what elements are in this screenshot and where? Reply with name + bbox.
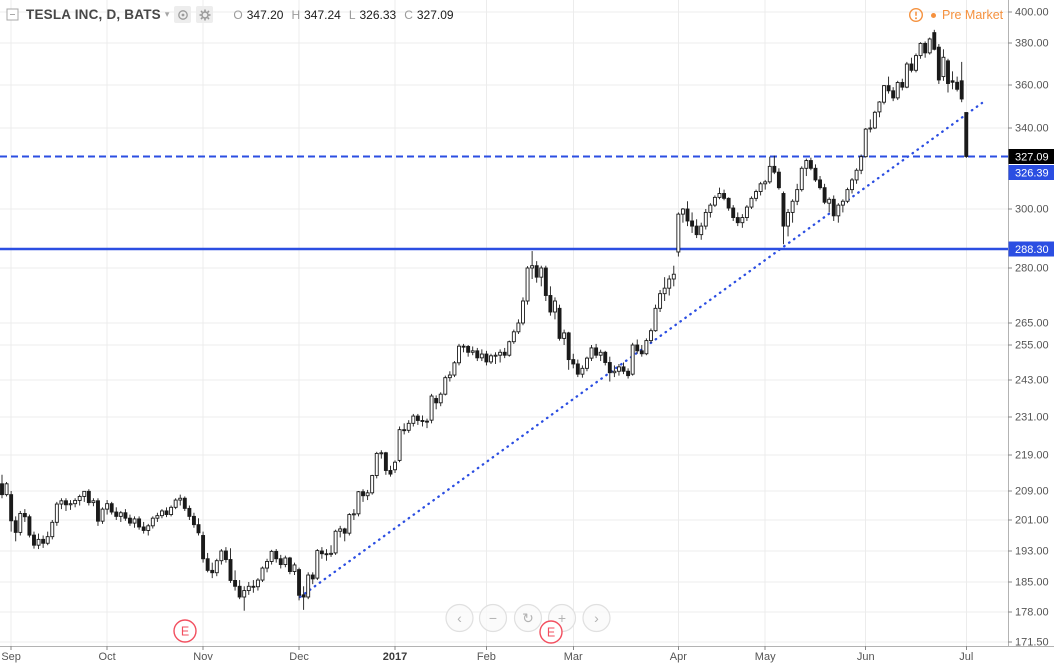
high-label: H [291, 7, 301, 22]
time-tick-label: May [755, 651, 776, 663]
time-tick-label: Jul [959, 651, 973, 663]
svg-text:↻: ↻ [522, 610, 534, 626]
price-tick-label: 209.00 [1015, 486, 1049, 498]
svg-text:‹: ‹ [457, 610, 462, 626]
candles [0, 29, 969, 611]
chart-header: TESLA INC, D, BATS ▾ O 347.20 H 347.24 L 32… [6, 6, 454, 23]
price-tick-label: 255.00 [1015, 340, 1049, 352]
price-tick-label: 380.00 [1015, 38, 1049, 50]
time-tick-label: Jun [857, 651, 875, 663]
premarket-label: Pre Market [942, 8, 1004, 22]
low-value: 326.33 [359, 7, 397, 22]
alert-price-badge: 327.09 [1008, 149, 1054, 164]
zoom-out-button[interactable]: − [478, 603, 508, 633]
time-tick-label: Oct [99, 651, 116, 663]
gear-icon [199, 9, 211, 20]
price-tick-label: 280.00 [1015, 263, 1049, 275]
price-tick-label: 171.50 [1015, 637, 1049, 649]
open-label: O [233, 7, 243, 22]
price-tick-label: 178.00 [1015, 607, 1049, 619]
time-tick-label: Sep [1, 651, 21, 663]
last-price-badge: 326.39 [1008, 165, 1054, 180]
svg-text:326.39: 326.39 [1015, 168, 1049, 180]
svg-text:−: − [489, 610, 497, 626]
price-tick-label: 219.00 [1015, 450, 1049, 462]
price-tick-label: 300.00 [1015, 204, 1049, 216]
price-tick-label: 201.00 [1015, 515, 1049, 527]
scroll-right-button[interactable]: › [582, 603, 611, 633]
trendline[interactable] [298, 101, 984, 599]
close-label: C [404, 7, 413, 22]
high-value: 347.24 [304, 7, 341, 22]
eye-icon [178, 9, 188, 20]
earnings-marker[interactable]: E [173, 619, 197, 643]
svg-text:327.09: 327.09 [1015, 152, 1049, 164]
price-tick-label: 193.00 [1015, 546, 1049, 558]
support-price-badge: 288.30 [1008, 241, 1054, 257]
price-tick-label: 185.00 [1015, 577, 1049, 589]
time-tick-label: Nov [193, 651, 213, 663]
time-tick-label: Mar [564, 651, 583, 663]
settings-button[interactable] [196, 6, 214, 23]
collapse-pane-icon[interactable] [6, 8, 19, 21]
price-tick-label: 340.00 [1015, 123, 1049, 135]
time-axis[interactable]: Sep Oct Nov Dec 2017 Feb Mar Apr May Jun Jul [1, 646, 973, 663]
premarket-dot-icon [931, 12, 936, 18]
ohlc-readout: O 347.20 H 347.24 L 326.33 C 327.09 [225, 8, 453, 22]
visibility-toggle-button[interactable] [174, 6, 192, 23]
price-tick-label: 243.00 [1015, 375, 1049, 387]
price-tick-label: 231.00 [1015, 412, 1049, 424]
price-tick-label: 400.00 [1015, 7, 1049, 19]
alert-icon [908, 7, 924, 23]
price-tick-label: 265.00 [1015, 318, 1049, 330]
time-tick-label: Dec [289, 651, 309, 663]
reset-chart-button[interactable]: ↻ [513, 603, 543, 633]
svg-text:E: E [181, 625, 189, 639]
svg-text:E: E [547, 626, 555, 640]
svg-text:288.30: 288.30 [1015, 244, 1049, 256]
time-tick-label: Apr [670, 651, 687, 663]
time-tick-label: Feb [477, 651, 496, 663]
earnings-marker[interactable]: E [539, 620, 563, 644]
low-label: L [348, 7, 356, 22]
symbol-menu-caret-icon[interactable]: ▾ [164, 9, 170, 19]
price-tick-label: 360.00 [1015, 80, 1049, 92]
open-value: 347.20 [246, 7, 284, 22]
symbol-title[interactable]: TESLA INC, D, BATS [26, 7, 161, 22]
premarket-status: Pre Market [908, 7, 1003, 23]
gridlines [0, 0, 1008, 646]
svg-text:+: + [558, 610, 566, 626]
close-value: 327.09 [416, 7, 454, 22]
time-tick-label: 2017 [383, 651, 407, 663]
price-axis[interactable]: 400.00 380.00 360.00 340.00 300.00 280.00 265.… [1008, 7, 1049, 649]
scroll-left-button[interactable]: ‹ [445, 603, 474, 633]
svg-text:›: › [594, 610, 599, 626]
